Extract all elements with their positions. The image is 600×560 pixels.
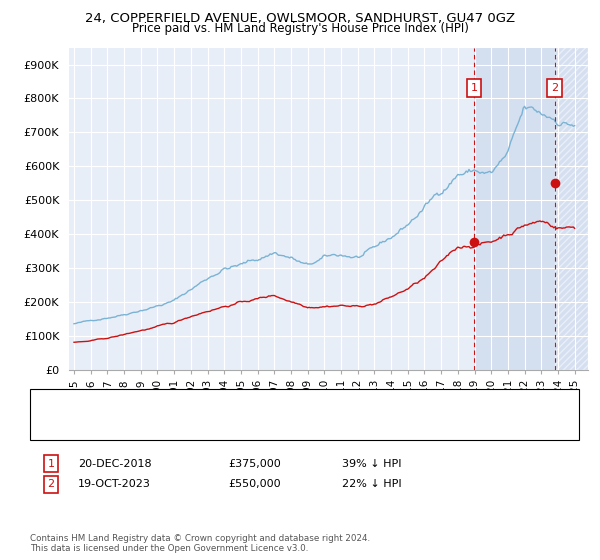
Text: 20-DEC-2018: 20-DEC-2018 — [78, 459, 152, 469]
Text: Price paid vs. HM Land Registry's House Price Index (HPI): Price paid vs. HM Land Registry's House … — [131, 22, 469, 35]
Text: 39% ↓ HPI: 39% ↓ HPI — [342, 459, 401, 469]
Text: 22% ↓ HPI: 22% ↓ HPI — [342, 479, 401, 489]
Text: 1: 1 — [47, 459, 55, 469]
Text: HPI: Average price, detached house, Bracknell Forest: HPI: Average price, detached house, Brac… — [81, 421, 346, 431]
Bar — [474, 48, 554, 370]
Text: 24, COPPERFIELD AVENUE, OWLSMOOR, SANDHURST, GU47 0GZ: 24, COPPERFIELD AVENUE, OWLSMOOR, SANDHU… — [85, 12, 515, 25]
Text: 2: 2 — [551, 83, 558, 94]
Text: 19-OCT-2023: 19-OCT-2023 — [78, 479, 151, 489]
Bar — [554, 48, 588, 370]
Text: 2: 2 — [47, 479, 55, 489]
Text: 24, COPPERFIELD AVENUE, OWLSMOOR, SANDHURST, GU47 0GZ (detached house): 24, COPPERFIELD AVENUE, OWLSMOOR, SANDHU… — [81, 398, 496, 408]
Text: 1: 1 — [470, 83, 478, 94]
Text: Contains HM Land Registry data © Crown copyright and database right 2024.
This d: Contains HM Land Registry data © Crown c… — [30, 534, 370, 553]
Text: £550,000: £550,000 — [228, 479, 281, 489]
Bar — [554, 48, 588, 370]
Text: £375,000: £375,000 — [228, 459, 281, 469]
